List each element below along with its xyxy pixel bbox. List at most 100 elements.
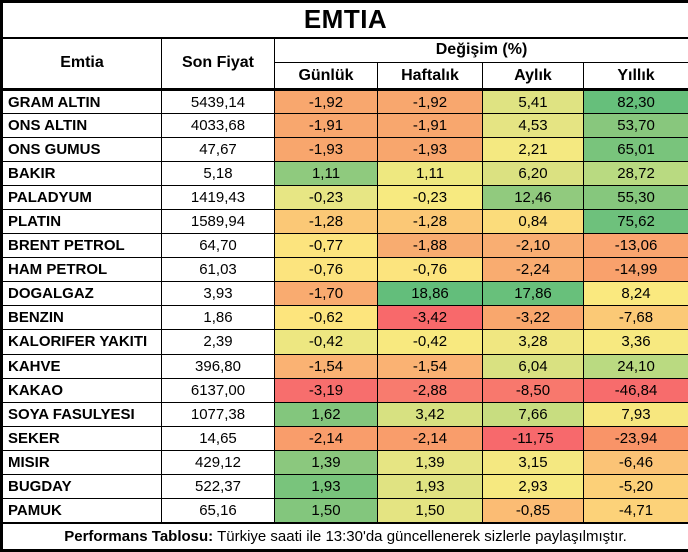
change-cell: -1,91 (377, 113, 483, 139)
change-cell: -2,24 (482, 257, 584, 283)
change-cell: -0,23 (274, 185, 378, 211)
change-cell: 6,20 (482, 161, 584, 187)
change-cell: 3,36 (582, 329, 688, 355)
change-cell: 1,39 (377, 449, 483, 475)
price-cell: 47,67 (161, 137, 275, 163)
change-cell: -1,93 (377, 137, 483, 163)
change-cell: 1,50 (274, 497, 378, 524)
change-cell: -11,75 (482, 425, 584, 451)
commodity-name-cell: HAM PETROL (1, 257, 162, 283)
change-cell: 4,53 (482, 113, 584, 139)
commodity-name-cell: SOYA FASULYESI (1, 401, 162, 427)
table-row: PLATIN 1589,94 -1,28 -1,28 0,84 75,62 (1, 209, 688, 235)
table-row: PAMUK 65,16 1,50 1,50 -0,85 -4,71 (1, 497, 688, 524)
change-cell: -2,88 (377, 377, 483, 403)
price-cell: 6137,00 (161, 377, 275, 403)
table-body: GRAM ALTIN 5439,14 -1,92 -1,92 5,41 82,3… (1, 88, 688, 524)
change-cell: -1,92 (274, 88, 378, 115)
commodity-name-cell: ONS GUMUS (1, 137, 162, 163)
price-cell: 1077,38 (161, 401, 275, 427)
commodity-name-cell: ONS ALTIN (1, 113, 162, 139)
commodity-name-cell: SEKER (1, 425, 162, 451)
change-group-header: Değişim (%) (273, 37, 688, 63)
commodity-name-cell: BENZIN (1, 305, 162, 331)
change-cell: 7,93 (582, 401, 688, 427)
change-cell: -3,19 (274, 377, 378, 403)
change-cell: -13,06 (582, 233, 688, 259)
period-header-aylik: Aylık (482, 62, 584, 91)
change-cell: -0,62 (274, 305, 378, 331)
change-cell: -2,10 (482, 233, 584, 259)
change-cell: 24,10 (582, 353, 688, 379)
price-cell: 2,39 (161, 329, 275, 355)
change-cell: -46,84 (582, 377, 688, 403)
table-row: SOYA FASULYESI 1077,38 1,62 3,42 7,66 7,… (1, 401, 688, 427)
change-cell: 1,62 (274, 401, 378, 427)
commodity-name-cell: MISIR (1, 449, 162, 475)
change-cell: -1,88 (377, 233, 483, 259)
change-cell: -0,76 (274, 257, 378, 283)
price-cell: 14,65 (161, 425, 275, 451)
change-cell: 55,30 (582, 185, 688, 211)
change-cell: 1,11 (377, 161, 483, 187)
change-cell: -6,46 (582, 449, 688, 475)
commodity-name-cell: PALADYUM (1, 185, 162, 211)
change-cell: -0,77 (274, 233, 378, 259)
table-row: PALADYUM 1419,43 -0,23 -0,23 12,46 55,30 (1, 185, 688, 211)
commodity-name-cell: GRAM ALTIN (1, 88, 162, 115)
change-cell: -0,23 (377, 185, 483, 211)
table-row: BAKIR 5,18 1,11 1,11 6,20 28,72 (1, 161, 688, 187)
change-cell: 1,50 (377, 497, 483, 524)
price-cell: 1419,43 (161, 185, 275, 211)
commodity-name-cell: KAKAO (1, 377, 162, 403)
commodity-name-cell: PAMUK (1, 497, 162, 524)
change-cell: -8,50 (482, 377, 584, 403)
change-cell: 5,41 (482, 88, 584, 115)
change-cell: -3,22 (482, 305, 584, 331)
change-cell: -0,42 (377, 329, 483, 355)
change-cell: 1,93 (377, 473, 483, 499)
change-cell: -0,42 (274, 329, 378, 355)
change-cell: -1,92 (377, 88, 483, 115)
change-cell: -1,70 (274, 281, 378, 307)
price-cell: 522,37 (161, 473, 275, 499)
commodity-name-cell: BAKIR (1, 161, 162, 187)
price-cell: 396,80 (161, 353, 275, 379)
change-cell: 3,42 (377, 401, 483, 427)
table-row: KAKAO 6137,00 -3,19 -2,88 -8,50 -46,84 (1, 377, 688, 403)
change-cell: -1,28 (377, 209, 483, 235)
price-cell: 65,16 (161, 497, 275, 524)
price-cell: 5,18 (161, 161, 275, 187)
commodity-name-cell: BRENT PETROL (1, 233, 162, 259)
table-row: BENZIN 1,86 -0,62 -3,42 -3,22 -7,68 (1, 305, 688, 331)
table-row: BUGDAY 522,37 1,93 1,93 2,93 -5,20 (1, 473, 688, 499)
table-row: MISIR 429,12 1,39 1,39 3,15 -6,46 (1, 449, 688, 475)
change-cell: -5,20 (582, 473, 688, 499)
change-cell: 17,86 (482, 281, 584, 307)
change-cell: 3,28 (482, 329, 584, 355)
table-row: HAM PETROL 61,03 -0,76 -0,76 -2,24 -14,9… (1, 257, 688, 283)
change-cell: -0,76 (377, 257, 483, 283)
change-cell: 2,93 (482, 473, 584, 499)
change-cell: -1,54 (377, 353, 483, 379)
change-cell: 0,84 (482, 209, 584, 235)
change-cell: -1,28 (274, 209, 378, 235)
change-cell: 1,11 (274, 161, 378, 187)
change-cell: -1,91 (274, 113, 378, 139)
commodity-name-cell: KALORIFER YAKITI (1, 329, 162, 355)
table-row: KAHVE 396,80 -1,54 -1,54 6,04 24,10 (1, 353, 688, 379)
table-row: GRAM ALTIN 5439,14 -1,92 -1,92 5,41 82,3… (1, 88, 688, 115)
commodity-name-cell: PLATIN (1, 209, 162, 235)
change-cell: -23,94 (582, 425, 688, 451)
change-cell: 7,66 (482, 401, 584, 427)
change-cell: 6,04 (482, 353, 584, 379)
change-cell: -3,42 (377, 305, 483, 331)
change-cell: 18,86 (377, 281, 483, 307)
footer-label: Performans Tablosu: (64, 527, 214, 545)
price-col-header: Son Fiyat (161, 37, 275, 91)
change-cell: 53,70 (582, 113, 688, 139)
change-cell: 2,21 (482, 137, 584, 163)
period-header-gunluk: Günlük (274, 62, 378, 91)
